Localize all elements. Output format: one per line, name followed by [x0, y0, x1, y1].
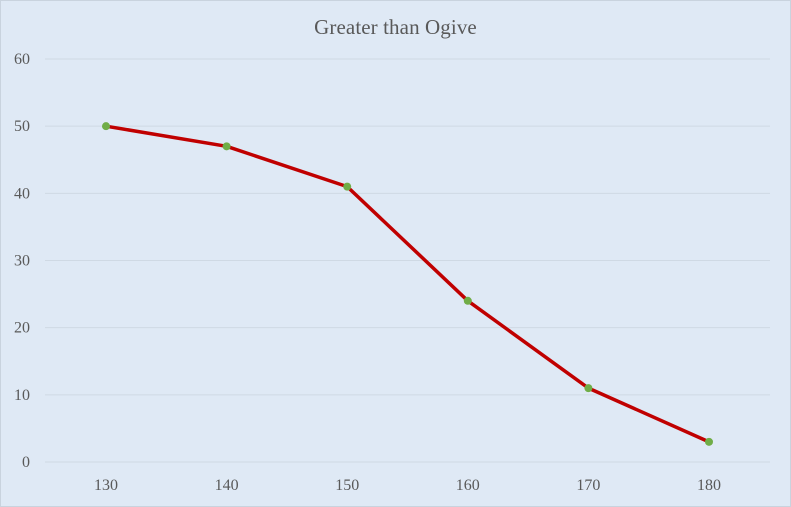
x-tick-label: 160 — [456, 477, 480, 494]
y-tick-label: 0 — [22, 454, 30, 471]
x-tick-label: 130 — [94, 477, 118, 494]
data-point-130 — [102, 122, 110, 131]
data-point-180 — [705, 437, 713, 446]
y-tick-label: 20 — [14, 320, 30, 337]
y-tick-label: 40 — [14, 185, 30, 202]
data-point-170 — [584, 384, 593, 393]
y-tick-label: 10 — [14, 387, 30, 404]
y-tick-label: 60 — [14, 51, 30, 68]
x-tick-label: 170 — [576, 477, 600, 494]
x-tick-label: 180 — [697, 477, 721, 494]
x-tick-label: 150 — [335, 477, 359, 494]
data-point-160 — [463, 296, 472, 305]
y-tick-label: 30 — [14, 253, 30, 270]
y-tick-label: 50 — [14, 118, 30, 135]
series-line — [104, 124, 711, 444]
x-tick-label: 140 — [215, 477, 239, 494]
data-point-150 — [343, 182, 352, 191]
chart-title: Greater than Ogive — [314, 15, 477, 39]
data-point-140 — [222, 142, 231, 151]
